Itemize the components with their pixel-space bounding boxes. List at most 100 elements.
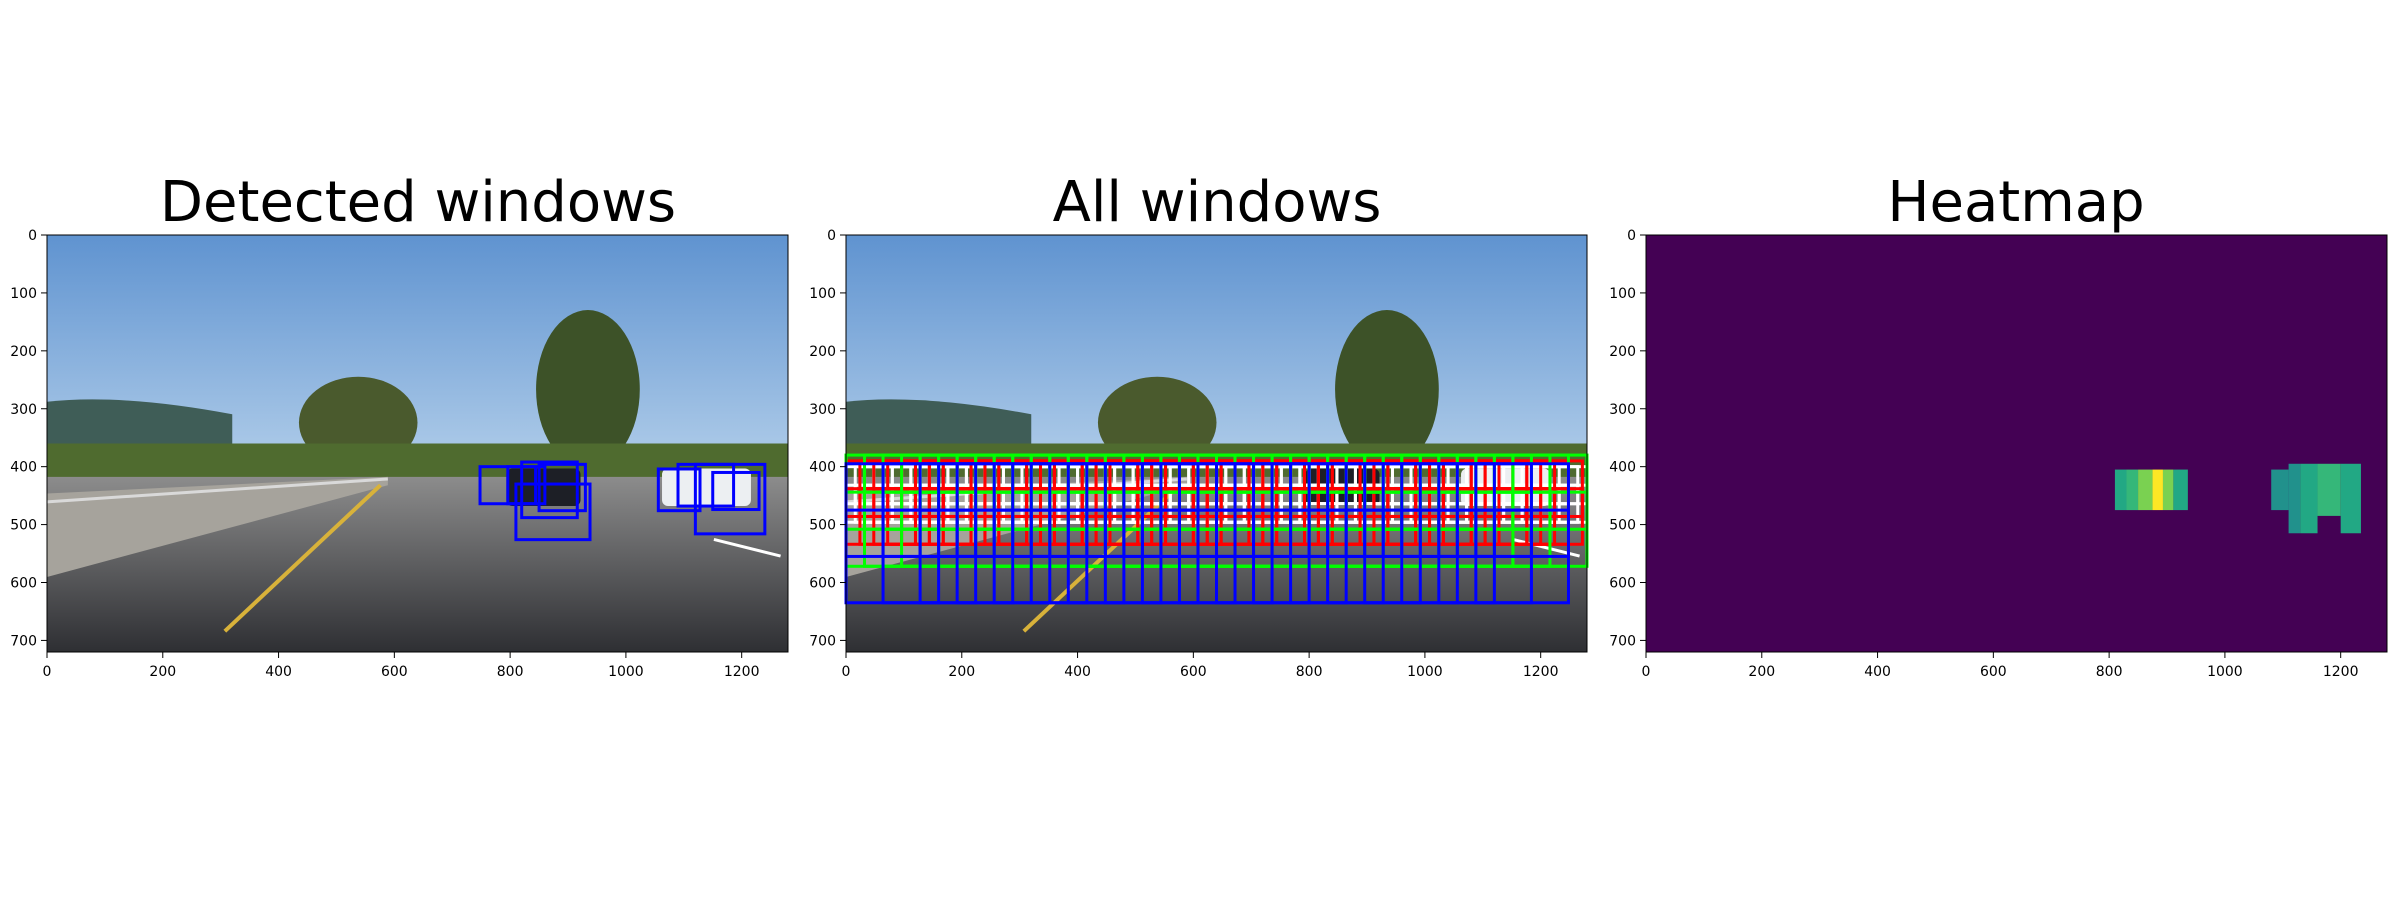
heatmap-background — [1646, 235, 2387, 652]
hills — [47, 399, 233, 494]
search-window — [1497, 487, 1557, 546]
search-window — [1279, 483, 1320, 524]
search-window — [974, 465, 1015, 506]
y-tick-label: 100 — [1609, 286, 1636, 302]
search-window — [1215, 508, 1311, 605]
search-window — [1525, 487, 1584, 546]
search-window — [1122, 483, 1163, 524]
search-window — [992, 465, 1033, 506]
search-window — [1025, 459, 1084, 518]
search-window — [1400, 453, 1478, 531]
search-window — [1316, 487, 1376, 546]
search-window — [955, 483, 996, 524]
search-window — [1381, 465, 1422, 506]
search-window — [1289, 508, 1385, 605]
search-window — [1363, 465, 1404, 506]
search-window — [1372, 483, 1413, 524]
search-window — [955, 465, 996, 506]
tree — [298, 376, 418, 469]
search-window — [992, 483, 1033, 524]
search-window — [1261, 459, 1320, 518]
search-window — [1289, 483, 1330, 524]
search-window — [918, 462, 1015, 558]
search-window — [844, 459, 904, 518]
search-window — [1177, 465, 1218, 506]
search-window — [1326, 453, 1404, 531]
search-window — [1525, 459, 1584, 518]
search-window — [1103, 508, 1200, 605]
search-window — [1113, 465, 1154, 506]
search-window — [1363, 490, 1441, 568]
search-window — [1057, 483, 1098, 524]
search-window — [1275, 487, 1334, 546]
x-tick-label: 800 — [2096, 664, 2123, 680]
search-window — [1150, 465, 1191, 506]
search-window — [918, 465, 959, 506]
search-window — [881, 453, 959, 531]
search-window — [1191, 487, 1251, 546]
search-window — [969, 487, 1029, 546]
search-window — [844, 490, 922, 568]
search-window — [1233, 490, 1311, 568]
hills — [846, 399, 1032, 494]
search-window — [983, 465, 1024, 506]
sky — [846, 235, 1587, 494]
search-window — [863, 465, 904, 506]
detection-box — [506, 465, 547, 506]
search-window — [1316, 459, 1376, 518]
search-window — [1418, 465, 1459, 506]
search-window — [1400, 508, 1496, 605]
search-window — [1108, 459, 1168, 518]
y-tick-label: 600 — [1609, 576, 1636, 592]
search-window — [1344, 487, 1404, 546]
search-window — [1219, 487, 1279, 546]
search-window — [927, 483, 968, 524]
y-tick-label: 0 — [1627, 228, 1636, 244]
search-window — [1066, 462, 1163, 558]
search-window — [1159, 483, 1200, 524]
search-window — [955, 462, 1052, 558]
search-window — [974, 490, 1052, 568]
search-window — [1020, 465, 1061, 506]
search-window — [1168, 465, 1209, 506]
search-window — [1437, 490, 1515, 568]
x-tick-label: 200 — [1748, 664, 1775, 680]
search-window — [1224, 483, 1265, 524]
search-window — [900, 459, 959, 518]
search-window — [1159, 453, 1237, 531]
search-window — [937, 465, 978, 506]
search-window — [937, 483, 978, 524]
search-window — [1455, 490, 1533, 568]
y-tick-label: 500 — [1609, 518, 1636, 534]
search-window — [1400, 462, 1496, 558]
search-window — [1381, 453, 1459, 531]
search-window — [1094, 487, 1154, 546]
search-window — [1409, 465, 1450, 506]
search-window — [1474, 490, 1552, 568]
search-window — [937, 453, 1015, 531]
search-window — [1242, 465, 1283, 506]
search-window — [1474, 508, 1570, 605]
search-window — [1326, 465, 1367, 506]
search-window — [1122, 453, 1200, 531]
search-window — [1177, 508, 1274, 605]
search-window — [1414, 459, 1473, 518]
detection-box — [693, 462, 767, 536]
search-window — [1437, 453, 1515, 531]
y-tick-label: 700 — [809, 633, 836, 649]
search-window — [1048, 453, 1126, 531]
sky — [47, 235, 788, 494]
search-window — [844, 483, 885, 524]
search-window — [918, 490, 996, 568]
heat-cell — [2317, 463, 2341, 516]
search-window — [1159, 490, 1237, 568]
search-window — [1085, 453, 1163, 531]
search-window — [853, 465, 894, 506]
search-window — [1136, 459, 1195, 518]
detection-box — [656, 467, 702, 513]
search-window — [927, 459, 987, 518]
search-window — [1520, 465, 1561, 506]
search-window — [900, 483, 941, 524]
search-window — [858, 459, 917, 518]
search-window — [946, 483, 987, 524]
